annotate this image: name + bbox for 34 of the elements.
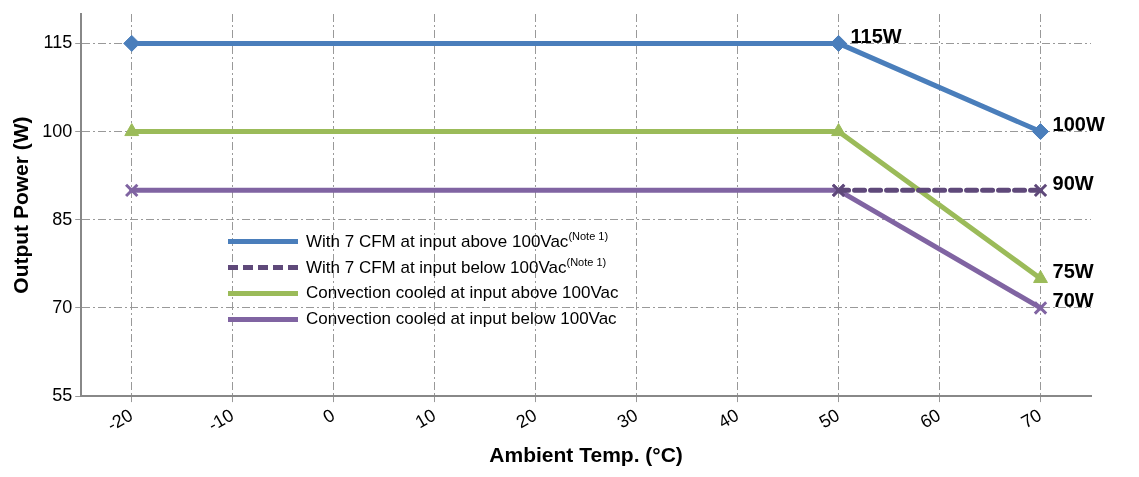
point <box>1033 183 1048 198</box>
point <box>831 123 846 137</box>
y-tick-label: 115 <box>43 32 73 53</box>
legend-label: With 7 CFM at input above 100Vac$^{(Note 1)}$ <box>306 230 609 252</box>
x-tick-label: 70 <box>1017 404 1045 433</box>
y-tick-label: 55 <box>52 385 73 406</box>
data-label: 115W <box>850 24 902 47</box>
point <box>830 34 848 52</box>
point <box>1033 270 1048 284</box>
x-tick-label: 10 <box>411 404 440 433</box>
legend-label: Convection cooled at input below 100Vac <box>306 309 617 329</box>
data-label: 75W <box>1052 260 1094 283</box>
y-axis-title: Output Power (W) <box>9 116 33 294</box>
x-tick-label: 40 <box>714 404 743 433</box>
x-tick-label: -20 <box>103 404 137 436</box>
y-tick-label: 85 <box>52 208 73 229</box>
point <box>124 183 139 198</box>
y-tick-label: 100 <box>42 120 73 141</box>
data-label: 100W <box>1052 113 1105 136</box>
x-tick-label: -10 <box>204 404 238 436</box>
data-label: 90W <box>1052 171 1094 194</box>
data-label: 70W <box>1052 289 1094 312</box>
x-axis-title: Ambient Temp. (°C) <box>489 443 683 467</box>
y-tick-label: 70 <box>52 296 73 317</box>
point <box>1032 123 1050 141</box>
x-tick-label: 60 <box>916 404 945 433</box>
legend-label: With 7 CFM at input below 100Vac$^{(Note 1)}$ <box>306 256 607 278</box>
point <box>124 123 140 137</box>
x-tick-label: 30 <box>613 404 642 433</box>
point <box>1033 300 1048 316</box>
legend-label: Convection cooled at input above 100Vac <box>306 283 619 303</box>
x-tick-label: 20 <box>512 404 541 433</box>
x-tick-label: 50 <box>815 404 844 433</box>
x-tick-label: 0 <box>319 404 339 428</box>
